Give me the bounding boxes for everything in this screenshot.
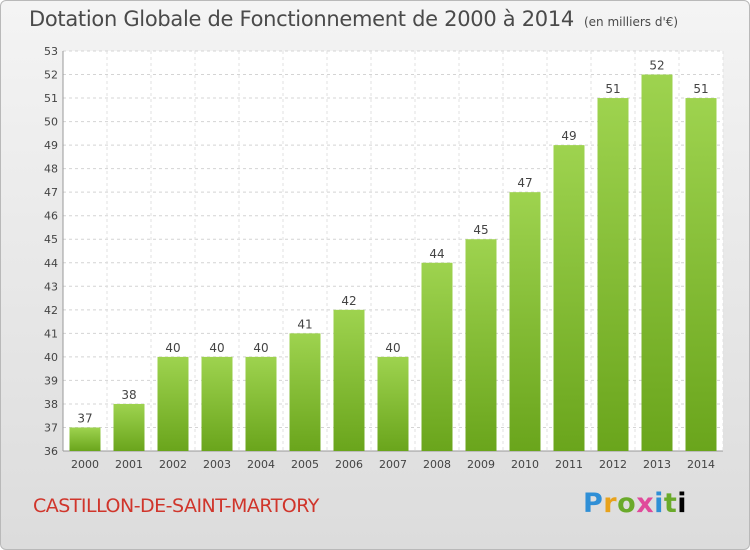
logo-letter: r [603, 488, 618, 519]
bar [509, 192, 541, 452]
bar [333, 309, 365, 451]
x-tick-label: 2010 [511, 458, 539, 471]
x-tick-label: 2012 [599, 458, 627, 471]
bar-value-label: 40 [209, 341, 224, 355]
y-tick-label: 40 [44, 351, 58, 364]
y-tick-label: 37 [44, 421, 58, 434]
bar [465, 239, 497, 451]
bar-value-label: 51 [693, 82, 708, 96]
x-tick-label: 2007 [379, 458, 407, 471]
bar-chart: 36 37 38 39 40 41 42 43 44 45 46 47 48 49 50 51 52 53 37 2… [44, 45, 724, 471]
bar [113, 403, 145, 451]
proxiti-logo[interactable]: Proxiti [583, 488, 687, 519]
x-tick-label: 2001 [115, 458, 143, 471]
y-tick-label: 41 [44, 327, 58, 340]
x-tick-label: 2008 [423, 458, 451, 471]
x-tick-label: 2005 [291, 458, 319, 471]
logo-letter: i [677, 488, 688, 519]
logo-letter: i [654, 488, 664, 519]
x-tick-label: 2014 [687, 458, 715, 471]
bar [157, 356, 189, 451]
x-tick-label: 2003 [203, 458, 231, 471]
y-tick-label: 49 [44, 139, 58, 152]
y-tick-label: 50 [44, 116, 58, 129]
commune-name: CASTILLON-DE-SAINT-MARTORY [33, 495, 319, 517]
logo-letter: x [636, 488, 655, 519]
logo-letter: P [583, 488, 604, 519]
y-tick-label: 52 [44, 69, 58, 82]
y-tick-label: 43 [44, 280, 58, 293]
chart-subtitle: (en milliers d'€) [583, 15, 679, 29]
bar [289, 333, 321, 451]
y-tick-label: 45 [44, 233, 58, 246]
y-tick-label: 44 [44, 257, 58, 270]
bar [597, 98, 629, 451]
y-tick-label: 42 [44, 304, 58, 317]
x-tick-label: 2013 [643, 458, 671, 471]
bar-value-label: 42 [341, 294, 356, 308]
bars-layer [69, 74, 717, 452]
x-tick-label: 2000 [71, 458, 99, 471]
bar-value-label: 40 [385, 341, 400, 355]
bar-value-label: 51 [605, 82, 620, 96]
bar-value-label: 37 [77, 411, 92, 425]
bar [245, 356, 277, 451]
labels-layer: 37 2000 38 2001 40 2002 40 2003 40 2004 41 2005 42 20… [71, 59, 715, 471]
y-tick-label: 53 [44, 45, 58, 58]
bar-value-label: 49 [561, 129, 576, 143]
bar [201, 356, 233, 451]
chart-title-text: Dotation Globale de Fonctionnement de 20… [29, 7, 574, 31]
x-tick-label: 2009 [467, 458, 495, 471]
y-tick-label: 51 [44, 92, 58, 105]
y-tick-label: 39 [44, 374, 58, 387]
bar-value-label: 40 [165, 341, 180, 355]
x-tick-label: 2004 [247, 458, 275, 471]
y-tick-label: 38 [44, 398, 58, 411]
bar-value-label: 41 [297, 317, 312, 331]
bar-value-label: 44 [429, 247, 444, 261]
bar-value-label: 45 [473, 223, 488, 237]
bar-value-label: 38 [121, 388, 136, 402]
bar-value-label: 40 [253, 341, 268, 355]
logo-letter: t [663, 488, 678, 519]
bar [641, 74, 673, 451]
y-tick-label: 36 [44, 445, 58, 458]
bar [69, 427, 101, 451]
y-tick-label: 46 [44, 210, 58, 223]
chart-title: Dotation Globale de Fonctionnement de 20… [29, 7, 678, 31]
x-tick-label: 2002 [159, 458, 187, 471]
logo-letter: o [617, 488, 637, 519]
bar [553, 145, 585, 451]
bar [421, 262, 453, 451]
bar-value-label: 47 [517, 176, 532, 190]
bar [377, 356, 409, 451]
x-tick-label: 2006 [335, 458, 363, 471]
y-tick-label: 47 [44, 186, 58, 199]
bar-value-label: 52 [649, 59, 664, 73]
x-tick-label: 2011 [555, 458, 583, 471]
bar [685, 98, 717, 451]
y-tick-label: 48 [44, 163, 58, 176]
